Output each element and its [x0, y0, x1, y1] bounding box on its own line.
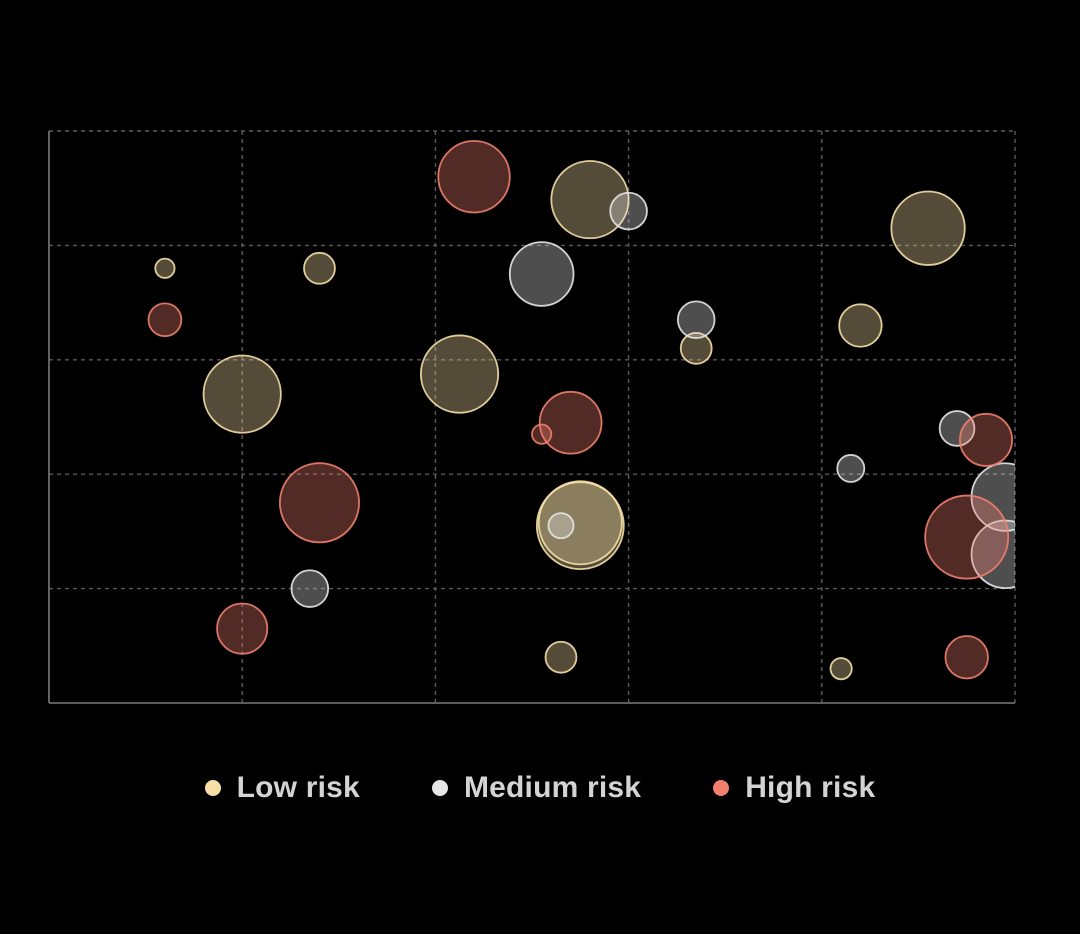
bubble-high-risk[interactable] — [924, 494, 1010, 580]
bubble-low-risk[interactable] — [303, 251, 336, 285]
bubble-medium-risk[interactable] — [676, 300, 716, 340]
bubble-low-risk[interactable] — [544, 640, 578, 674]
bubble-low-risk[interactable] — [537, 480, 623, 566]
bubble-low-risk[interactable] — [535, 481, 625, 571]
bubble-medium-risk[interactable] — [508, 241, 575, 307]
bubbles — [147, 140, 1040, 681]
bubble-low-risk[interactable] — [202, 354, 282, 434]
bubble-high-risk[interactable] — [538, 390, 603, 455]
legend-label-high-risk: High risk — [745, 771, 876, 804]
bubble-low-risk[interactable] — [154, 257, 176, 279]
legend-label-low-risk: Low risk — [236, 771, 360, 804]
bubble-high-risk[interactable] — [531, 423, 553, 445]
bubble-medium-risk[interactable] — [970, 462, 1040, 532]
bubble-medium-risk[interactable] — [290, 569, 330, 608]
bubble-medium-risk[interactable] — [609, 191, 648, 231]
bubble-high-risk[interactable] — [437, 140, 511, 214]
bubble-high-risk[interactable] — [278, 462, 360, 544]
bubble-low-risk[interactable] — [890, 190, 966, 266]
bubble-high-risk[interactable] — [944, 635, 989, 680]
legend: Low risk Medium risk High risk — [0, 766, 1080, 810]
grid — [49, 130, 1016, 703]
bubble-high-risk[interactable] — [959, 412, 1014, 467]
bubble-low-risk[interactable] — [829, 657, 853, 681]
legend-item-medium-risk[interactable]: Medium risk — [431, 771, 642, 805]
bubble-medium-risk[interactable] — [938, 410, 976, 447]
bubble-medium-risk[interactable] — [547, 512, 575, 540]
bubble-medium-risk[interactable] — [836, 454, 866, 483]
bubble-high-risk[interactable] — [147, 302, 183, 338]
legend-item-high-risk[interactable]: High risk — [713, 771, 875, 805]
legend-item-low-risk[interactable]: Low risk — [204, 771, 360, 805]
bubble-low-risk[interactable] — [550, 160, 630, 240]
bubble-high-risk[interactable] — [216, 602, 269, 655]
legend-swatch-high-risk — [713, 780, 730, 796]
legend-swatch-low-risk — [204, 780, 221, 796]
legend-label-medium-risk: Medium risk — [463, 771, 642, 804]
bubble-low-risk[interactable] — [679, 332, 713, 365]
legend-swatch-medium-risk — [431, 780, 448, 796]
bubble-low-risk[interactable] — [838, 303, 883, 348]
bubble-low-risk[interactable] — [420, 334, 500, 414]
